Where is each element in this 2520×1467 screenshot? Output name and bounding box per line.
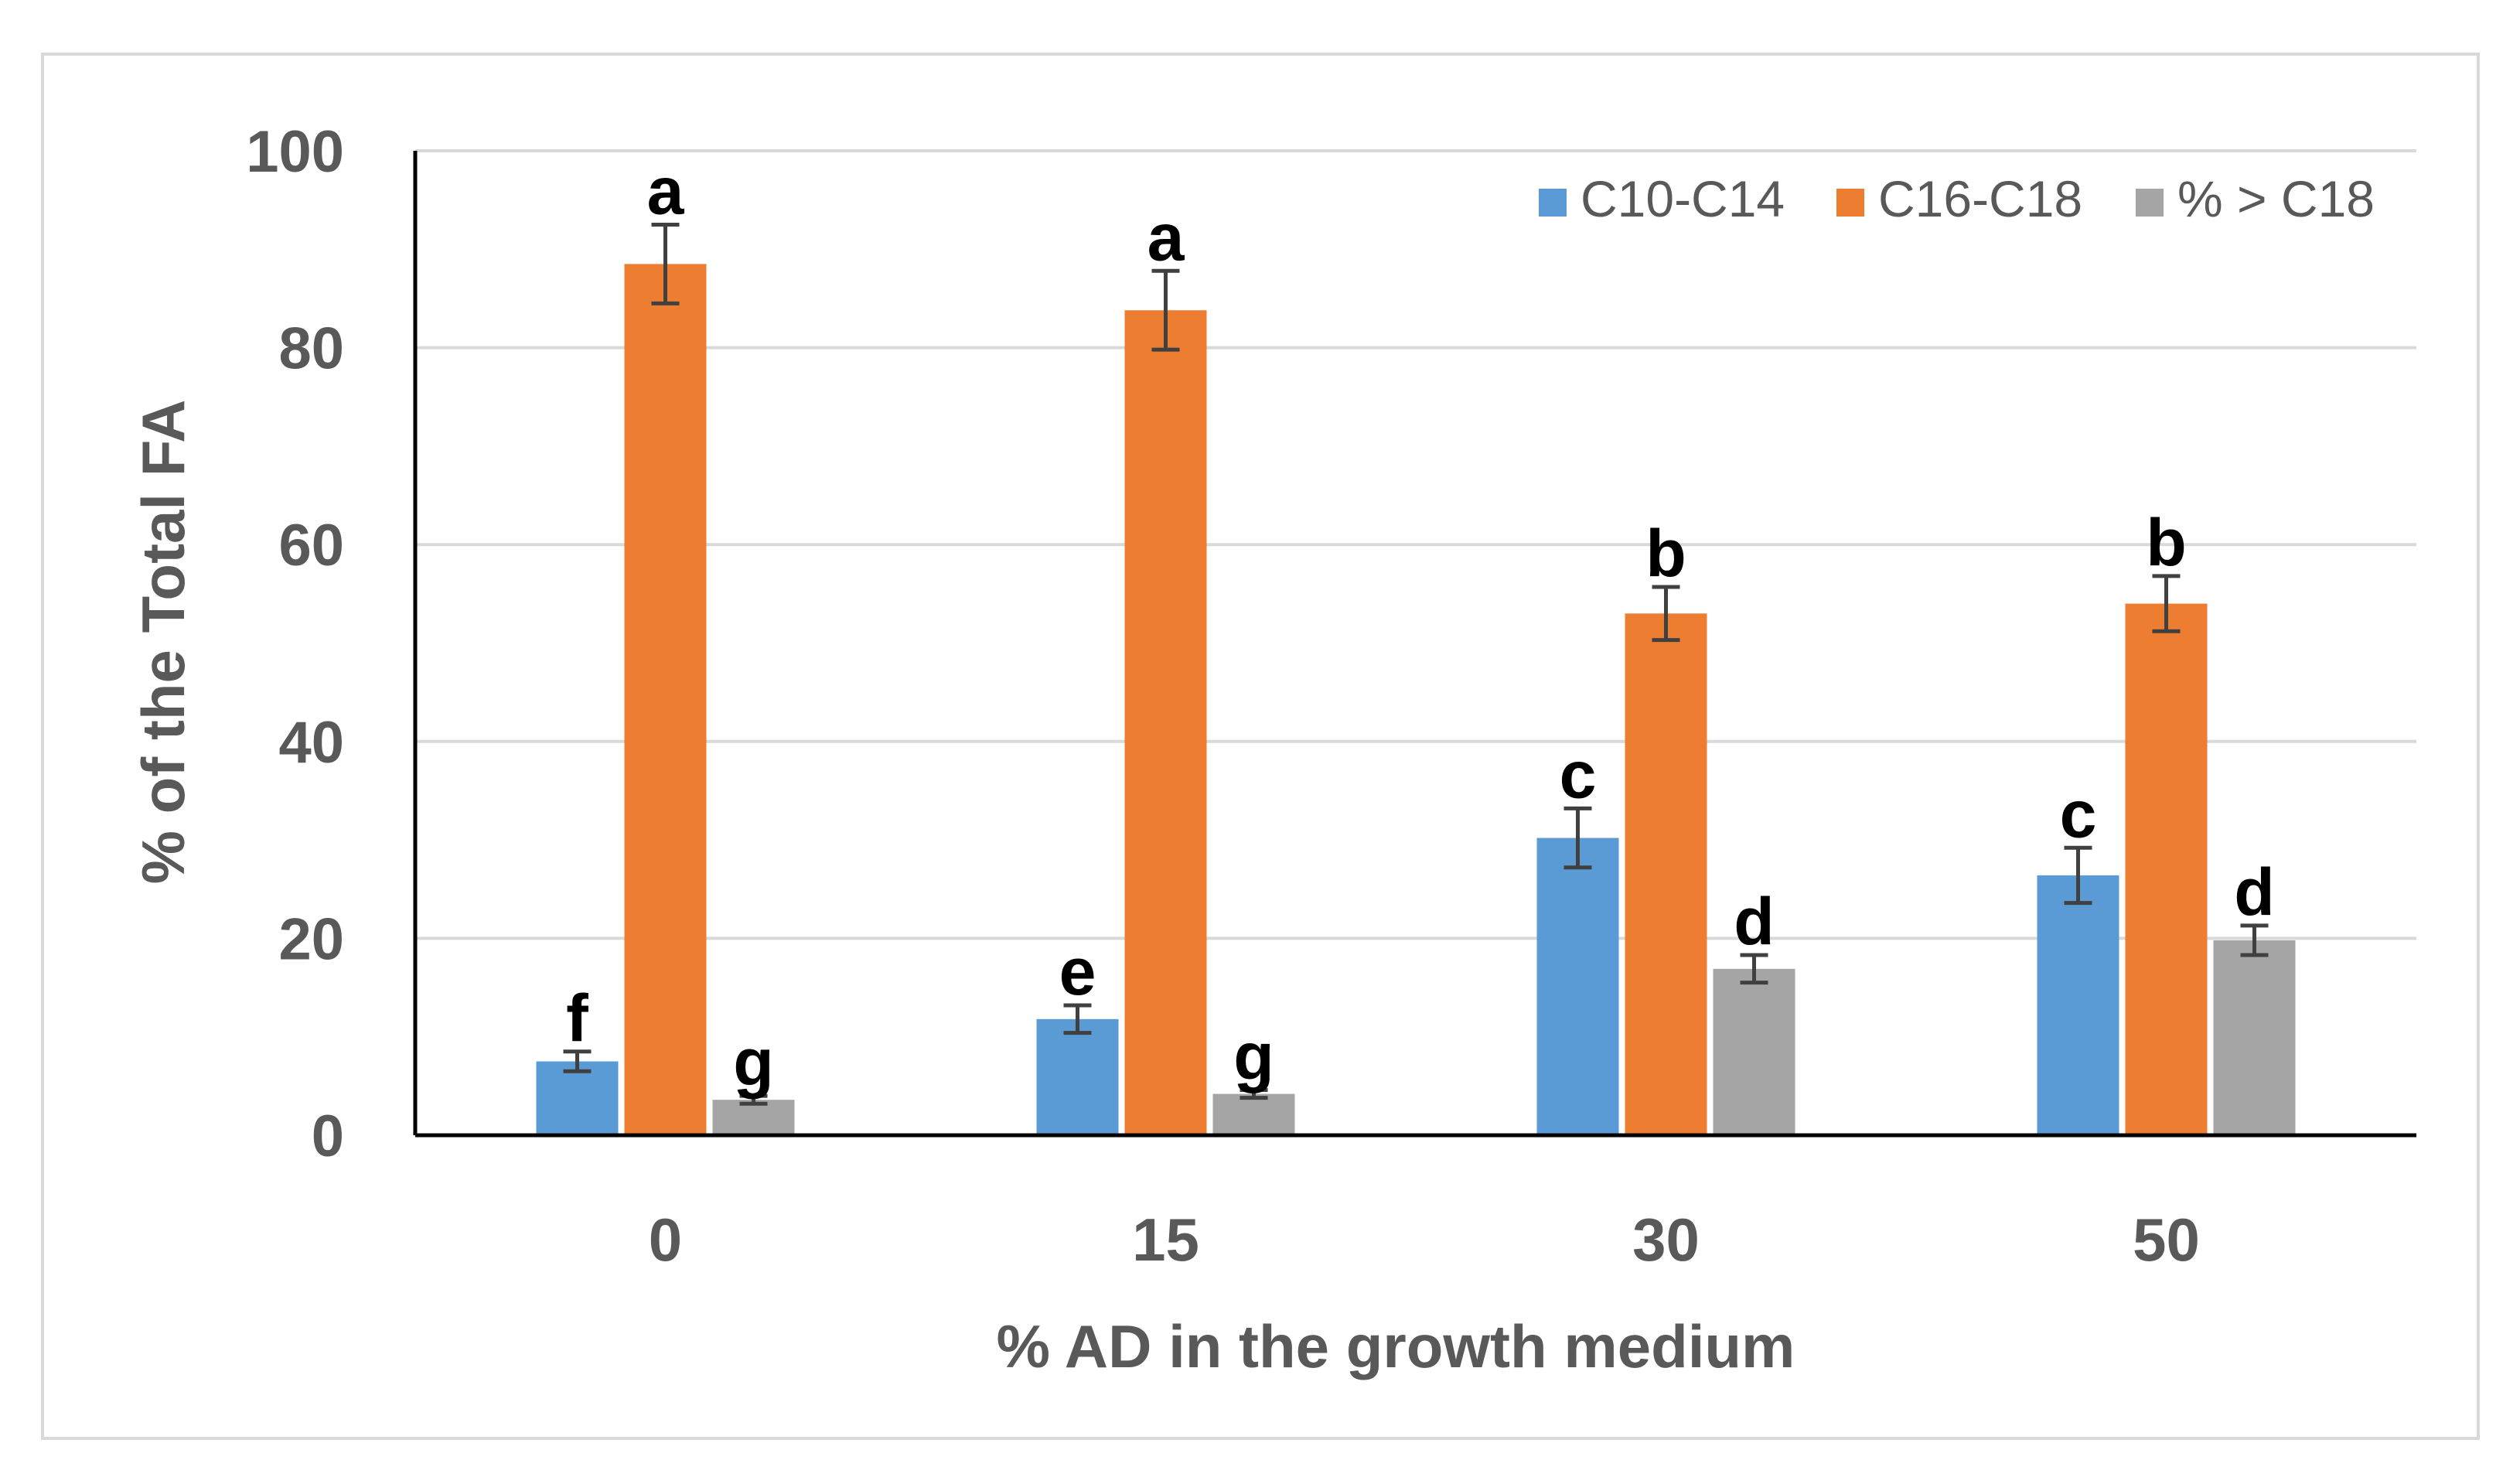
significance-letter: g bbox=[733, 1025, 774, 1100]
significance-letter: g bbox=[1233, 1019, 1274, 1093]
x-tick-label: 50 bbox=[2133, 1206, 2200, 1274]
bar bbox=[2213, 940, 2296, 1135]
legend-label: % > C18 bbox=[2177, 170, 2375, 227]
y-tick-label: 20 bbox=[278, 906, 344, 972]
y-tick-label: 40 bbox=[278, 710, 344, 776]
y-tick-label: 0 bbox=[312, 1104, 344, 1169]
bar bbox=[2037, 875, 2119, 1135]
legend-label: C10-C14 bbox=[1581, 170, 1785, 227]
bar bbox=[536, 1061, 619, 1135]
x-tick-labels: 0 15 30 50 bbox=[649, 1206, 2200, 1274]
bar bbox=[624, 264, 707, 1135]
y-tick-label: 100 bbox=[246, 119, 344, 185]
chart-frame bbox=[41, 53, 2480, 1440]
bar bbox=[1536, 838, 1619, 1135]
significance-letter: b bbox=[1645, 517, 1686, 591]
significance-letter: a bbox=[1147, 200, 1185, 275]
x-tick-label: 15 bbox=[1132, 1206, 1199, 1274]
bars: f a g e a g c b d c b d bbox=[536, 154, 2296, 1135]
significance-letter: c bbox=[1560, 738, 1597, 812]
legend-swatch bbox=[1836, 189, 1864, 217]
y-axis-title: % of the Total FA bbox=[129, 400, 197, 885]
significance-letter: c bbox=[2060, 777, 2097, 851]
legend-swatch bbox=[2136, 189, 2164, 217]
significance-letter: d bbox=[1734, 885, 1775, 959]
bar bbox=[1124, 310, 1207, 1135]
significance-letter: f bbox=[566, 981, 588, 1056]
significance-letter: a bbox=[647, 154, 685, 228]
y-tick-label: 60 bbox=[278, 513, 344, 578]
significance-letter: d bbox=[2234, 855, 2275, 930]
x-tick-label: 30 bbox=[1632, 1206, 1700, 1274]
bar bbox=[1713, 968, 1795, 1135]
axes bbox=[413, 151, 2416, 1138]
significance-letter: b bbox=[2146, 506, 2187, 580]
y-tick-label: 80 bbox=[278, 316, 344, 382]
y-tick-labels: 0 20 40 60 80 100 bbox=[246, 119, 344, 1169]
legend-label: C16-C18 bbox=[1878, 170, 2082, 227]
x-tick-label: 0 bbox=[649, 1206, 682, 1274]
legend: C10-C14 C16-C18 % > C18 bbox=[1539, 170, 2375, 227]
bar bbox=[712, 1100, 795, 1135]
x-axis-title: % AD in the growth medium bbox=[997, 1312, 1795, 1380]
bar bbox=[1212, 1093, 1295, 1135]
bar bbox=[1036, 1018, 1119, 1135]
legend-swatch bbox=[1539, 189, 1567, 217]
significance-letter: e bbox=[1059, 935, 1096, 1009]
bar bbox=[1625, 613, 1707, 1135]
bar bbox=[2125, 603, 2208, 1135]
